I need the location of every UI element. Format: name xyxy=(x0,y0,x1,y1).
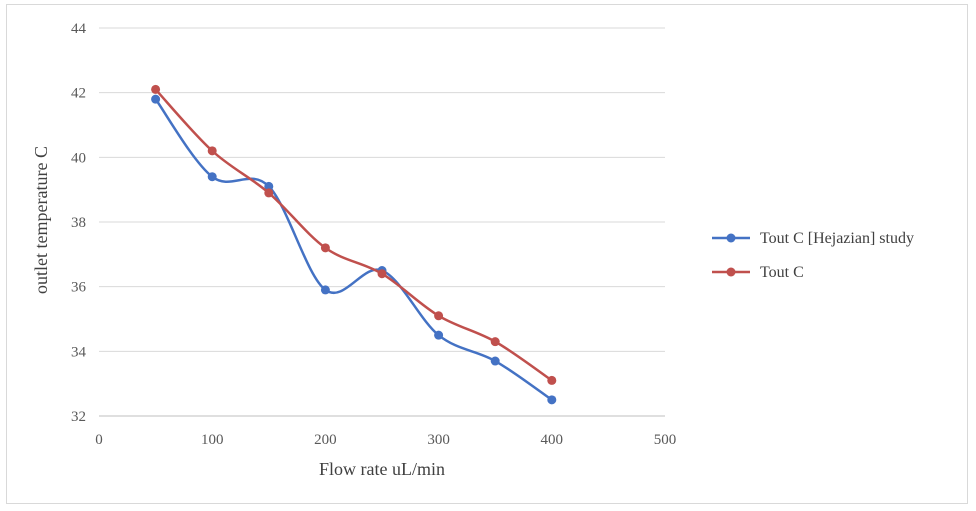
x-axis-title: Flow rate uL/min xyxy=(319,459,445,479)
y-tick-label: 32 xyxy=(71,409,86,425)
data-point xyxy=(434,311,444,321)
legend-entry: Tout C xyxy=(712,264,804,281)
x-tick-label: 200 xyxy=(314,432,337,448)
x-tick-label: 500 xyxy=(654,432,677,448)
data-point xyxy=(151,94,161,104)
x-tick-label: 100 xyxy=(201,432,224,448)
data-point xyxy=(547,375,557,385)
legend-marker xyxy=(726,233,736,243)
y-tick-label: 36 xyxy=(71,280,87,296)
legend-label: Tout C [Hejazian] study xyxy=(760,230,914,247)
axes: 32 34 36 38 40 42 44 0 100 200 300 400 500 xyxy=(71,21,676,448)
data-point xyxy=(264,181,274,191)
data-point xyxy=(490,337,500,347)
data-point xyxy=(490,356,500,366)
y-tick-label: 42 xyxy=(71,86,86,102)
data-point xyxy=(377,269,387,279)
x-tick-label: 300 xyxy=(427,432,450,448)
legend: Tout C [Hejazian] study Tout C xyxy=(712,230,914,281)
series-layer xyxy=(151,84,557,405)
data-point xyxy=(547,395,557,405)
data-point xyxy=(320,243,330,253)
data-point xyxy=(151,84,161,94)
data-point xyxy=(434,330,444,340)
y-axis-title: outlet temperature C xyxy=(31,146,51,294)
data-point xyxy=(207,172,217,182)
y-tick-label: 40 xyxy=(71,150,86,166)
data-point xyxy=(207,146,217,156)
series-line xyxy=(154,98,553,401)
chart-frame xyxy=(6,4,968,504)
legend-label: Tout C xyxy=(760,264,804,281)
data-point xyxy=(320,285,330,295)
y-tick-label: 34 xyxy=(71,344,87,360)
data-point xyxy=(264,188,274,198)
series-2 xyxy=(151,84,557,385)
y-tick-label: 38 xyxy=(71,215,86,231)
legend-entry: Tout C [Hejazian] study xyxy=(712,230,914,247)
series-line xyxy=(154,88,553,382)
x-tick-label: 0 xyxy=(95,432,103,448)
y-tick-label: 44 xyxy=(71,21,87,37)
legend-marker xyxy=(726,267,736,277)
gridlines xyxy=(99,27,665,417)
x-tick-label: 400 xyxy=(541,432,564,448)
series-1 xyxy=(151,94,557,405)
